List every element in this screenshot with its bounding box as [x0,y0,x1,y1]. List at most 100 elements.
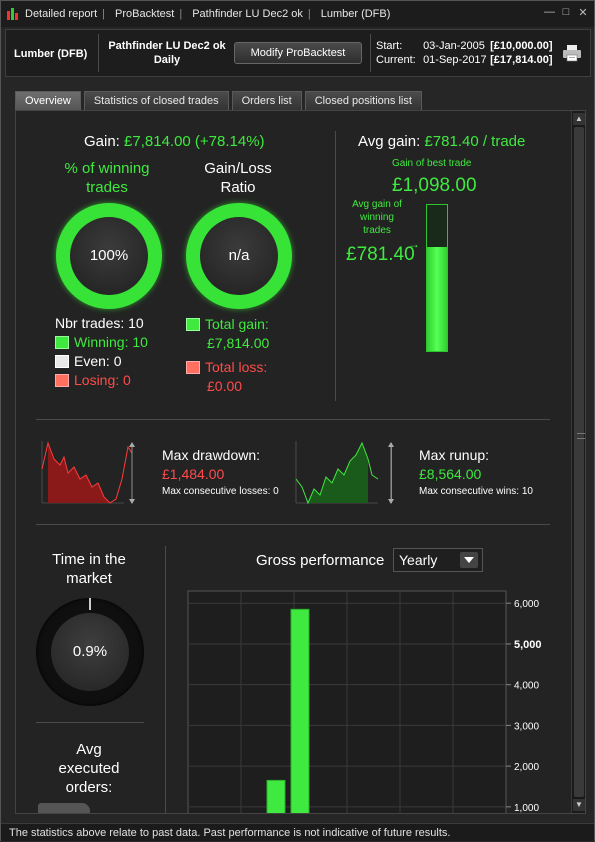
total-gain-swatch [186,318,200,331]
gl-ratio-gauge: n/a [186,203,292,309]
avg-gain-bar [426,204,448,352]
avg-winning-label: Avg gain of winning trades [352,199,402,236]
losing-swatch [55,374,69,387]
total-loss: Total loss: £0.00 [186,358,267,396]
breadcrumb-probacktest: ProBacktest [115,8,175,20]
period-select[interactable]: Yearly [393,548,483,572]
close-icon[interactable]: ✕ [578,7,588,19]
y-tick-label: 6,000 [514,599,539,610]
scroll-down-icon[interactable]: ▼ [573,799,585,811]
modify-probacktest-button[interactable]: Modify ProBacktest [234,42,362,64]
drawdown-chart [41,441,135,504]
period-select-value: Yearly [399,552,438,568]
y-tick-label: 5,000 [514,639,542,651]
avg-marker-arrow: → [408,237,420,251]
tab-overview[interactable]: Overview [15,91,81,110]
start-label: Start: [376,40,403,52]
section-divider [36,524,550,525]
max-runup-label: Max runup: [419,447,490,463]
strategy-info: Pathfinder LU Dec2 ok Daily [102,39,232,67]
time-market-gauge: 0.9% [36,598,144,706]
current-label: Current: [376,54,416,66]
tab-orders-list[interactable]: Orders list [231,91,302,110]
print-icon[interactable] [562,44,582,62]
max-consec-wins: Max consecutive wins: 10 [419,486,533,497]
scroll-grip-icon [577,433,585,439]
header-divider [370,34,371,72]
best-trade-label: Gain of best trade [392,158,472,169]
start-capital: [£10,000.00] [490,40,553,52]
avg-gain-bar-fill [427,247,447,351]
avg-gain-value: £781.40 / trade [424,133,526,150]
strategy-name: Pathfinder LU Dec2 ok [108,40,226,52]
breadcrumb-instrument: Lumber (DFB) [320,8,391,20]
gl-ratio-label: Gain/Loss Ratio [204,160,272,196]
title-bar[interactable]: Detailed report | ProBacktest | Pathfind… [1,1,594,27]
tab-closed-positions-list[interactable]: Closed positions list [304,91,422,110]
pct-winning-value: 100% [70,217,148,295]
report-header: Lumber (DFB) Pathfinder LU Dec2 ok Daily… [5,29,591,77]
tab-statistics-closed-trades[interactable]: Statistics of closed trades [83,91,229,110]
report-tabs: Overview Statistics of closed trades Ord… [15,91,422,110]
performance-bar [266,779,286,813]
best-trade-value: £1,098.00 [392,175,477,196]
avg-gain-summary: Avg gain: £781.40 / trade [358,133,525,150]
instrument-name: Lumber (DFB) [14,48,88,60]
losing-count: Losing: 0 [55,372,131,388]
gl-ratio-value: n/a [200,217,278,295]
y-tick-label: 3,000 [514,721,539,732]
winning-swatch [55,336,69,349]
even-swatch [55,355,69,368]
app-candlestick-icon [6,7,20,21]
breadcrumb-strategy: Pathfinder LU Dec2 ok [192,8,303,20]
timeframe: Daily [153,54,181,66]
total-loss-swatch [186,361,200,374]
section-divider [36,419,550,420]
breadcrumb-separator: | [102,8,106,20]
winning-count: Winning: 10 [55,334,148,350]
section-divider [165,546,166,813]
total-gain: Total gain: £7,814.00 [186,315,269,353]
gain-summary: Gain: £7,814.00 (+78.14%) [84,133,265,150]
disclaimer: The statistics above relate to past data… [1,823,594,841]
section-divider [335,131,336,401]
gain-label: Gain: [84,133,120,150]
avg-gain-label: Avg gain: [358,133,421,150]
y-tick-label: 1,000 [514,803,539,814]
start-date: 03-Jan-2005 [423,40,485,52]
runup-chart [295,441,392,505]
time-market-label: Time in the market [52,551,126,587]
current-capital: [£17,814.00] [490,54,553,66]
gross-performance-chart: 6,000 5,000 4,000 3,000 2,000 1,000 [187,590,542,814]
orders-icon [38,803,90,813]
gain-value: £7,814.00 (+78.14%) [124,133,265,150]
even-count: Even: 0 [55,353,121,369]
overview-panel: Gain: £7,814.00 (+78.14%) % of winning t… [15,110,586,814]
max-drawdown-label: Max drawdown: [162,447,261,463]
breadcrumb-detailed-report: Detailed report [25,8,98,20]
pct-winning-label: % of winning trades [64,160,150,196]
time-market-gauge-fill [89,598,91,610]
avg-winning-value: £781.40 [346,244,415,265]
section-divider [36,722,144,723]
window-controls: — □ ✕ [544,6,588,19]
y-tick-label: 4,000 [514,681,539,692]
time-market-value: 0.9% [51,613,129,691]
y-tick-label: 2,000 [514,762,539,773]
max-runup-value: £8,564.00 [419,466,482,482]
nbr-trades: Nbr trades: 10 [55,315,144,331]
max-drawdown-value: £1,484.00 [162,466,225,482]
scroll-thumb[interactable] [574,127,585,797]
scroll-up-icon[interactable]: ▲ [573,113,585,125]
breadcrumb-separator: | [179,8,183,20]
vertical-scrollbar[interactable]: ▲ ▼ [571,111,585,813]
avg-executed-orders-label: Avg executed orders: [58,741,120,796]
maximize-icon[interactable]: □ [562,6,570,18]
minimize-icon[interactable]: — [544,6,555,18]
runup-range-arrow [388,442,394,504]
header-divider [98,34,99,72]
max-consec-losses: Max consecutive losses: 0 [162,486,279,497]
chevron-down-icon[interactable] [460,552,478,568]
performance-bar [290,608,310,813]
